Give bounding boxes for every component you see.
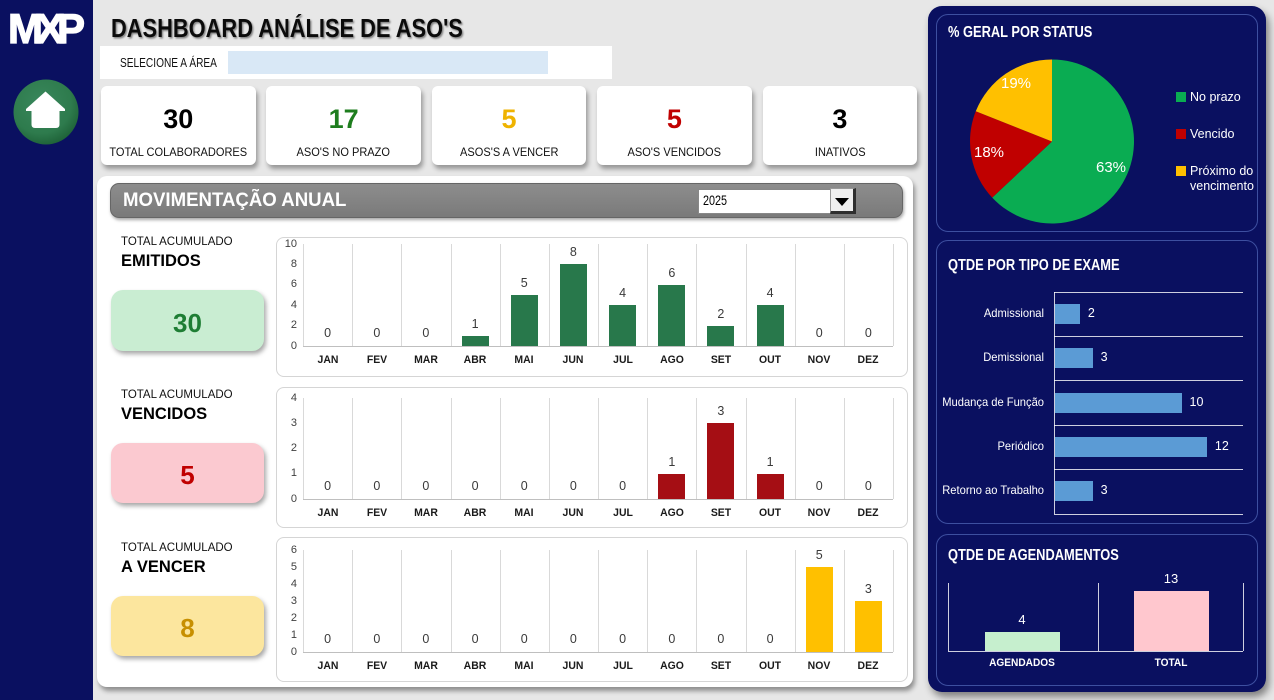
svg-text:MXP: MXP <box>8 5 84 52</box>
